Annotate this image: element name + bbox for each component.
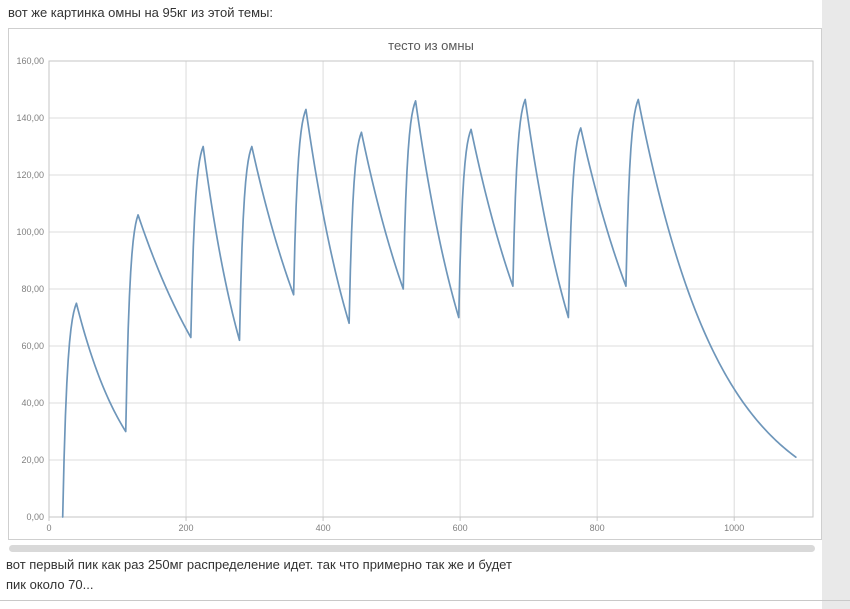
svg-text:0: 0 bbox=[46, 523, 51, 533]
post-divider bbox=[0, 600, 850, 601]
svg-text:120,00: 120,00 bbox=[16, 170, 44, 180]
post-text-intro: вот же картинка омны на 95кг из этой тем… bbox=[8, 5, 274, 20]
svg-text:400: 400 bbox=[316, 523, 331, 533]
post-text-outro-line2: пик около 70... bbox=[6, 577, 94, 592]
svg-text:140,00: 140,00 bbox=[16, 113, 44, 123]
dough-omna-chart: 0,00 20,00 40,00 60,00 80,00 100,00 120,00 140,… bbox=[16, 38, 814, 533]
svg-text:60,00: 60,00 bbox=[21, 341, 44, 351]
svg-text:800: 800 bbox=[590, 523, 605, 533]
svg-text:600: 600 bbox=[453, 523, 468, 533]
post-text-outro: вот первый пик как раз 250мг распределен… bbox=[0, 555, 836, 595]
svg-text:1000: 1000 bbox=[724, 523, 744, 533]
svg-text:80,00: 80,00 bbox=[21, 284, 44, 294]
post-text-outro-line1: вот первый пик как раз 250мг распределен… bbox=[6, 557, 512, 572]
horizontal-scrollbar-thumb[interactable] bbox=[9, 545, 815, 552]
post-content-column: вот же картинка омны на 95кг из этой тем… bbox=[0, 0, 822, 609]
svg-text:200: 200 bbox=[179, 523, 194, 533]
svg-text:100,00: 100,00 bbox=[16, 227, 44, 237]
horizontal-scrollbar-track[interactable] bbox=[9, 545, 815, 552]
chart-frame: 0,00 20,00 40,00 60,00 80,00 100,00 120,00 140,… bbox=[8, 28, 822, 540]
svg-text:20,00: 20,00 bbox=[21, 455, 44, 465]
svg-text:0,00: 0,00 bbox=[26, 512, 44, 522]
svg-text:40,00: 40,00 bbox=[21, 398, 44, 408]
svg-text:160,00: 160,00 bbox=[16, 56, 44, 66]
svg-text:тесто из омны: тесто из омны bbox=[388, 38, 474, 53]
